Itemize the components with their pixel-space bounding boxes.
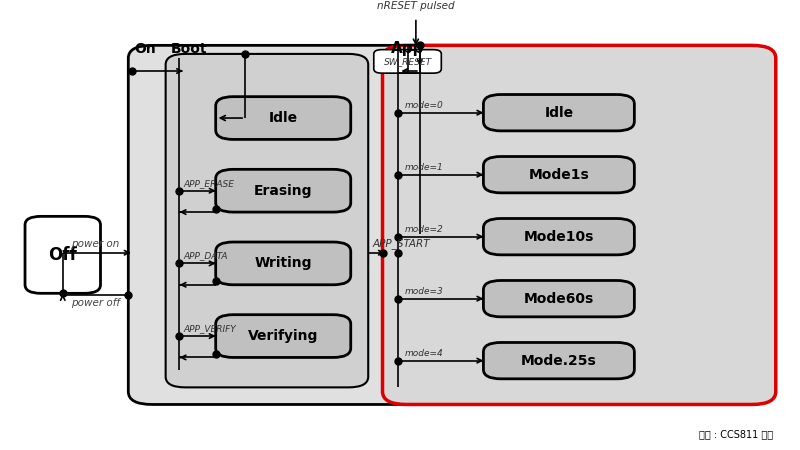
Text: Mode.25s: Mode.25s <box>521 354 597 368</box>
Text: Erasing: Erasing <box>254 184 313 198</box>
Point <box>122 292 134 299</box>
Text: power on: power on <box>70 239 119 249</box>
Point <box>210 278 223 285</box>
Point <box>392 357 405 364</box>
Point <box>392 171 405 178</box>
Text: Verifying: Verifying <box>248 329 318 343</box>
Point <box>238 50 251 58</box>
FancyBboxPatch shape <box>216 315 350 357</box>
Point <box>173 333 186 340</box>
Point <box>126 68 138 75</box>
Point <box>173 260 186 267</box>
Text: Mode60s: Mode60s <box>524 292 594 306</box>
Point <box>392 109 405 116</box>
Point <box>376 249 389 256</box>
FancyBboxPatch shape <box>483 219 634 255</box>
Point <box>210 351 223 358</box>
Text: On: On <box>134 42 156 56</box>
FancyBboxPatch shape <box>483 280 634 317</box>
FancyBboxPatch shape <box>374 50 442 73</box>
Text: mode=1: mode=1 <box>405 163 443 172</box>
FancyBboxPatch shape <box>216 97 350 140</box>
FancyBboxPatch shape <box>382 45 776 405</box>
FancyBboxPatch shape <box>216 169 350 212</box>
Point <box>392 295 405 302</box>
Text: SW_RESET: SW_RESET <box>383 57 432 66</box>
Point <box>173 187 186 194</box>
Point <box>392 249 405 256</box>
Text: APP_START: APP_START <box>372 238 430 249</box>
FancyBboxPatch shape <box>483 157 634 193</box>
Point <box>414 42 426 49</box>
FancyBboxPatch shape <box>216 242 350 285</box>
FancyBboxPatch shape <box>483 342 634 379</box>
Text: APP_ERASE: APP_ERASE <box>183 179 234 188</box>
Text: APP_VERIFY: APP_VERIFY <box>183 324 236 333</box>
Text: Mode1s: Mode1s <box>529 168 590 182</box>
FancyBboxPatch shape <box>25 216 101 293</box>
Text: mode=0: mode=0 <box>405 101 443 110</box>
Text: App: App <box>390 41 424 56</box>
FancyBboxPatch shape <box>128 45 617 405</box>
Text: 출처 : CCS811 스펙: 출처 : CCS811 스펙 <box>699 429 774 439</box>
Text: mode=2: mode=2 <box>405 225 443 234</box>
Text: Mode10s: Mode10s <box>524 230 594 243</box>
Text: Idle: Idle <box>544 106 574 120</box>
Text: Idle: Idle <box>269 111 298 125</box>
Text: mode=4: mode=4 <box>405 349 443 358</box>
Point <box>392 233 405 240</box>
Text: Off: Off <box>48 246 77 264</box>
Text: nRESET pulsed: nRESET pulsed <box>377 1 454 11</box>
Text: Writing: Writing <box>254 256 312 270</box>
Text: Boot: Boot <box>171 42 208 56</box>
Point <box>56 290 69 297</box>
Text: APP_DATA: APP_DATA <box>183 252 228 261</box>
Point <box>210 205 223 212</box>
Text: power off: power off <box>70 297 120 308</box>
FancyBboxPatch shape <box>483 94 634 131</box>
Text: mode=3: mode=3 <box>405 287 443 296</box>
FancyBboxPatch shape <box>166 54 368 387</box>
